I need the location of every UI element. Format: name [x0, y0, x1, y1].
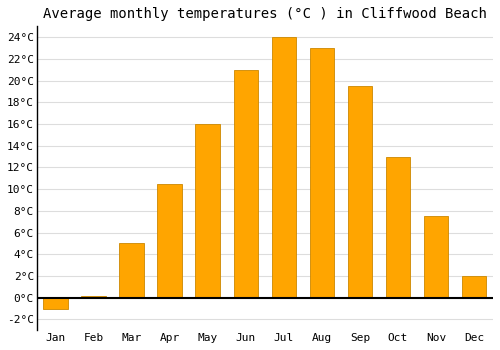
Bar — [462, 276, 486, 298]
Bar — [272, 37, 296, 298]
Bar — [44, 298, 68, 309]
Title: Average monthly temperatures (°C ) in Cliffwood Beach: Average monthly temperatures (°C ) in Cl… — [43, 7, 487, 21]
Bar — [158, 184, 182, 298]
Bar — [424, 216, 448, 298]
Bar — [196, 124, 220, 298]
Bar — [386, 156, 410, 298]
Bar — [234, 70, 258, 298]
Bar — [348, 86, 372, 298]
Bar — [310, 48, 334, 298]
Bar — [82, 295, 106, 298]
Bar — [120, 243, 144, 298]
